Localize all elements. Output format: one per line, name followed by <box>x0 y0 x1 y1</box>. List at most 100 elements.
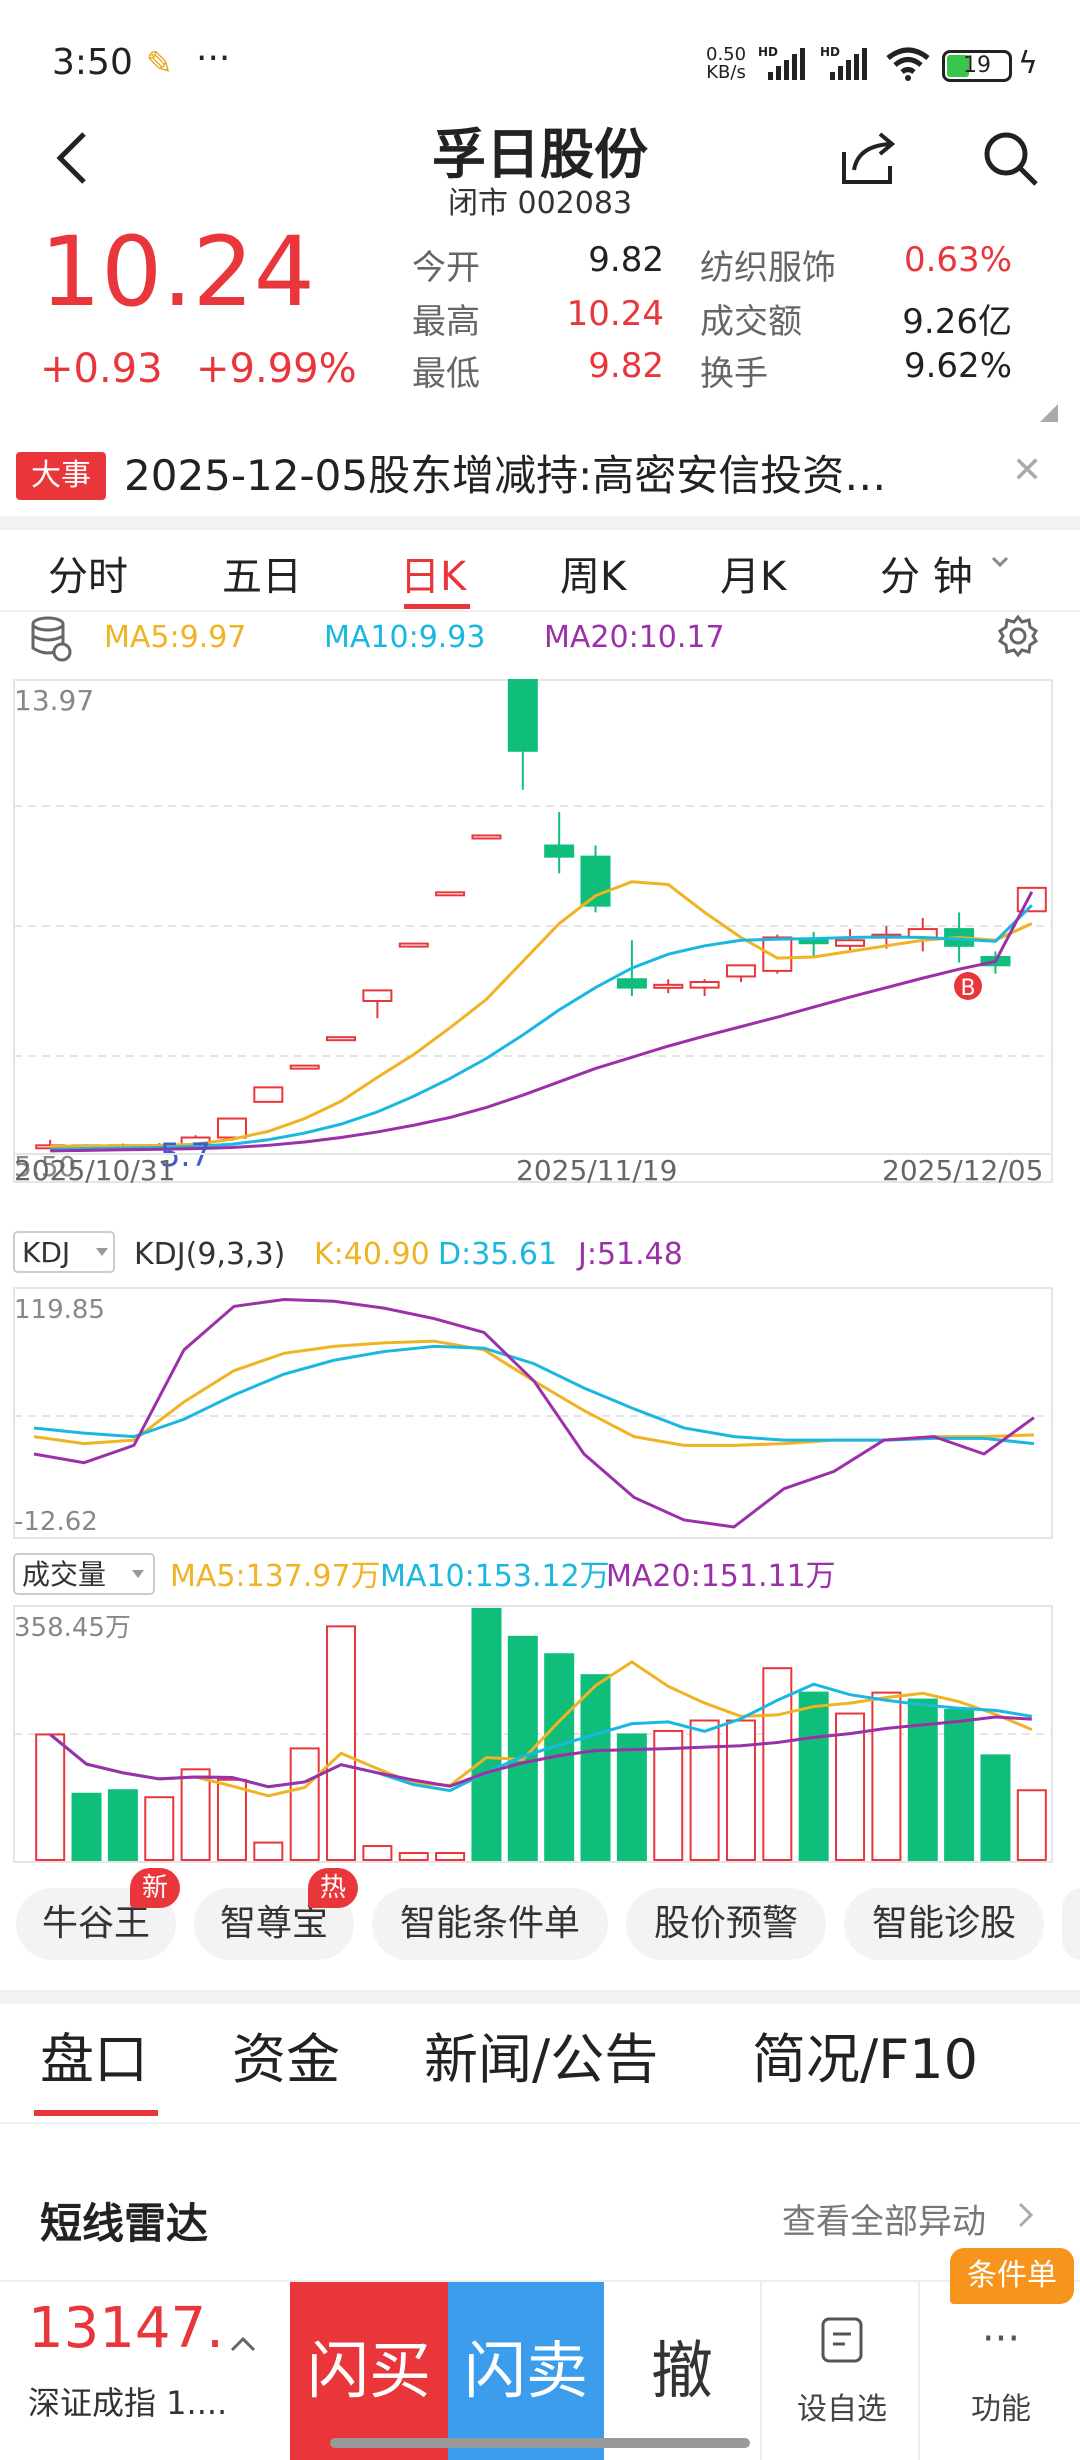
chip-badge-new: 新 <box>129 1868 180 1908</box>
date-label-mid: 2025/11/19 <box>516 1154 677 1187</box>
stat-value-turnover-rate: 9.62% <box>903 346 1012 386</box>
candle-body <box>616 978 647 989</box>
news-banner[interactable]: 大事 2025-12-05股东增减持:高密安信投资… ✕ <box>0 440 1080 516</box>
function-label: 功能 <box>971 2392 1031 2427</box>
kdj-j-line <box>33 1297 1035 1529</box>
function-button[interactable]: ··· 功能 <box>922 2282 1080 2460</box>
tab-daily-k[interactable]: 日K <box>400 554 467 600</box>
volume-ma5-line <box>49 1660 1033 1798</box>
tab-weekly-k[interactable]: 周K <box>560 554 627 600</box>
net-speed: 0.50 KB/s <box>706 44 747 83</box>
divider <box>0 516 1080 530</box>
chip-price-alert[interactable]: 股价预警 <box>626 1888 826 1960</box>
candle-body <box>689 981 720 989</box>
radar-link[interactable]: 查看全部异动 <box>782 2202 986 2242</box>
quick-buy-button[interactable]: 闪买 <box>290 2282 448 2460</box>
status-bar: 3:50 ✎ ··· 0.50 KB/s HD HD 19 ϟ <box>0 0 1080 120</box>
ma20-line <box>50 891 1034 1153</box>
date-label-start: 2025/10/31 <box>14 1154 175 1187</box>
bottom-bar: 13147. 深证成指 1.... 闪买 闪卖 撤 设自选 ··· 功能 <box>0 2280 1080 2460</box>
volume-selector-box <box>13 1553 155 1595</box>
kline-y-min: 5.50 <box>14 1150 76 1183</box>
volume-bar <box>180 1768 211 1861</box>
volume-bar <box>835 1712 866 1861</box>
watchlist-icon <box>820 2316 864 2368</box>
price-change: +0.93 <box>40 346 163 392</box>
chip-label: 牛谷王 <box>41 1903 150 1944</box>
volume-bar <box>362 1845 393 1861</box>
candle-body <box>725 964 756 978</box>
tab-monthly-k[interactable]: 月K <box>720 554 787 600</box>
volume-y-max: 358.45万 <box>14 1613 131 1643</box>
stat-label-open: 今开 <box>412 248 480 288</box>
cancel-order-button[interactable]: 撤 <box>604 2282 762 2460</box>
kdj-k-line <box>33 1339 1035 1447</box>
chip-smart-condition-order[interactable]: 智能条件单 <box>372 1888 608 1960</box>
quick-sell-button[interactable]: 闪卖 <box>448 2282 604 2460</box>
chip-niu-gu-wang[interactable]: 牛谷王 新 <box>16 1868 180 1960</box>
settings-gear-icon[interactable] <box>996 614 1040 662</box>
battery-icon: 19 <box>942 50 1012 82</box>
candle-body <box>398 942 429 948</box>
tab-minute[interactable]: 分 钟 <box>880 554 973 600</box>
chip-badge-hot: 热 <box>307 1868 358 1908</box>
chart-tabs: 分时 五日 日K 周K 月K 分 钟 <box>0 530 1080 610</box>
add-watchlist-button[interactable]: 设自选 <box>764 2282 920 2460</box>
tab-order-book[interactable]: 盘口 <box>40 2028 148 2091</box>
candle-body <box>253 1086 284 1103</box>
kdj-d-line <box>33 1344 1035 1446</box>
search-icon[interactable] <box>982 130 1040 192</box>
stat-value-low: 9.82 <box>588 346 664 386</box>
chip-label: 智尊宝 <box>219 1903 328 1944</box>
tab-news[interactable]: 新闻/公告 <box>424 2028 659 2091</box>
status-more-icon: ··· <box>196 38 231 79</box>
chip-zhi-zun-bao[interactable]: 智尊宝 热 <box>194 1868 358 1960</box>
database-icon[interactable] <box>30 614 72 668</box>
stat-value-open: 9.82 <box>588 240 664 280</box>
chip-more[interactable] <box>1062 1888 1080 1960</box>
stat-label-turnover-rate: 换手 <box>700 354 768 394</box>
volume-bar <box>653 1729 684 1862</box>
candle-body <box>544 844 575 858</box>
condition-order-badge[interactable]: 条件单 <box>950 2248 1074 2304</box>
volume-bar <box>798 1691 829 1861</box>
volume-bar <box>144 1796 175 1861</box>
share-icon[interactable] <box>840 130 900 190</box>
ma10-legend: MA10:9.93 <box>324 620 486 655</box>
divider <box>0 610 1080 612</box>
kdj-y-min: -12.62 <box>14 1507 98 1537</box>
back-icon[interactable] <box>52 128 92 192</box>
kline-y-max: 13.97 <box>14 684 94 717</box>
tab-intraday[interactable]: 分时 <box>48 554 128 600</box>
tab-five-day[interactable]: 五日 <box>222 554 302 600</box>
index-value: 13147. <box>28 2296 224 2361</box>
chip-smart-diagnosis[interactable]: 智能诊股 <box>844 1888 1044 1960</box>
close-icon[interactable]: ✕ <box>1012 450 1043 491</box>
wifi-icon <box>884 46 932 86</box>
volume-bar <box>253 1841 284 1862</box>
volume-bar <box>871 1691 902 1861</box>
stat-value-sector: 0.63% <box>903 240 1012 280</box>
buy-signal-dot <box>954 972 982 1000</box>
expand-corner-icon[interactable] <box>1040 404 1058 422</box>
chevron-up-icon[interactable] <box>228 2334 258 2358</box>
volume-bar <box>689 1719 720 1861</box>
volume-bar <box>580 1674 611 1861</box>
chevron-down-icon[interactable] <box>990 552 1010 576</box>
candle-body <box>835 939 866 947</box>
volume-bar <box>216 1778 247 1862</box>
tab-capital[interactable]: 资金 <box>232 2028 340 2091</box>
volume-bar <box>107 1789 138 1861</box>
ma5-legend: MA5:9.97 <box>104 620 247 655</box>
candle-body <box>362 989 393 1002</box>
volume-ma20-line <box>49 1715 1032 1789</box>
chevron-right-icon[interactable] <box>1016 2200 1036 2234</box>
svg-text:HD: HD <box>758 45 778 59</box>
stat-label-high: 最高 <box>412 302 480 342</box>
tab-profile-f10[interactable]: 简况/F10 <box>752 2028 978 2091</box>
chip-label: 股价预警 <box>653 1903 798 1944</box>
buy-signal-label: B <box>960 976 975 1001</box>
stat-label-low: 最低 <box>412 354 480 394</box>
status-time: 3:50 <box>52 42 133 83</box>
